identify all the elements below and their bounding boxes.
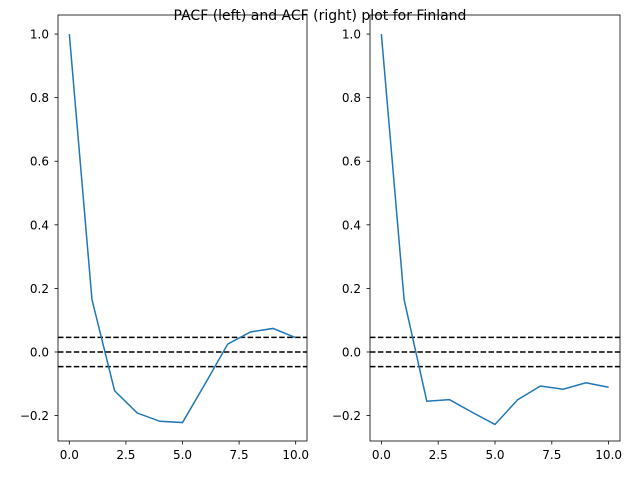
series-line-pacf [68, 34, 296, 424]
y-tick-label-1-5: 0.8 [342, 91, 361, 105]
x-tick-label-0-2: 5.0 [173, 448, 192, 462]
figure-title: PACF (left) and ACF (right) plot for Fin… [173, 8, 467, 24]
y-tick-label-1-4: 0.6 [342, 155, 361, 169]
x-tick-label-1-4: 10.0 [595, 448, 622, 462]
x-tick-label-0-1: 2.5 [116, 448, 135, 462]
y-tick-label-1-6: 1.0 [342, 28, 361, 42]
y-tick-label-1-2: 0.2 [342, 282, 361, 296]
y-tick-label-1-1: 0.0 [342, 345, 361, 359]
y-tick-label-0-3: 0.4 [30, 218, 49, 232]
y-tick-label-1-0: −0.2 [332, 409, 361, 423]
x-tick-label-0-3: 7.5 [230, 448, 249, 462]
x-tick-label-1-0: 0.0 [372, 448, 391, 462]
y-tick-label-0-1: 0.0 [30, 345, 49, 359]
y-tick-label-0-4: 0.6 [30, 155, 49, 169]
x-tick-label-0-0: 0.0 [60, 448, 79, 462]
axes-frame-1 [369, 14, 621, 442]
axes-frame-0 [57, 14, 308, 442]
y-tick-label-0-5: 0.8 [30, 91, 49, 105]
y-tick-label-0-6: 1.0 [30, 28, 49, 42]
y-tick-label-0-2: 0.2 [30, 282, 49, 296]
y-tick-label-0-0: −0.2 [20, 409, 49, 423]
y-tick-label-1-3: 0.4 [342, 218, 361, 232]
x-tick-label-1-1: 2.5 [429, 448, 448, 462]
x-tick-label-1-2: 5.0 [485, 448, 504, 462]
x-tick-label-0-4: 10.0 [282, 448, 309, 462]
series-line-acf [380, 34, 609, 426]
x-tick-label-1-3: 7.5 [542, 448, 561, 462]
